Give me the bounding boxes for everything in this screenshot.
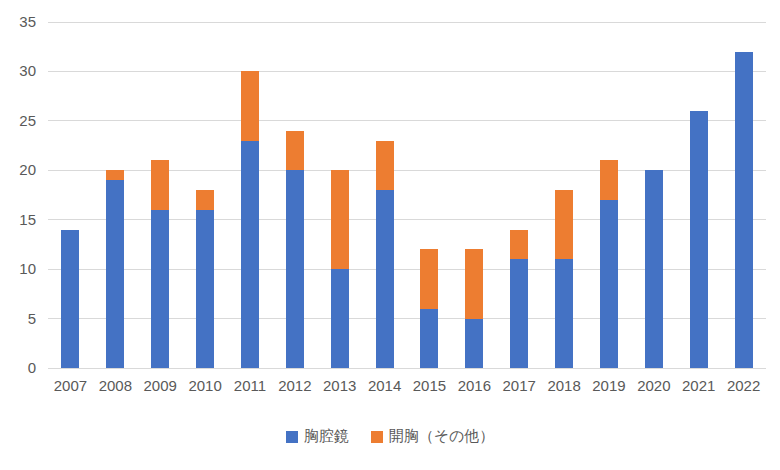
- bar-2017-thoracoscope: [510, 259, 528, 368]
- bar-2016-open-chest: [465, 249, 483, 318]
- bar-2020-thoracoscope: [645, 170, 663, 368]
- y-axis-tick-20: 20: [8, 162, 36, 178]
- x-axis-tick-2010: 2010: [183, 377, 228, 395]
- x-axis-tick-2012: 2012: [272, 377, 317, 395]
- x-axis-tick-2013: 2013: [317, 377, 362, 395]
- bar-2016-thoracoscope: [465, 319, 483, 368]
- y-axis-tick-30: 30: [8, 63, 36, 79]
- x-axis-tick-2008: 2008: [93, 377, 138, 395]
- bar-2015-thoracoscope: [420, 309, 438, 368]
- gridline-y35: [48, 22, 766, 23]
- x-axis-tick-2018: 2018: [542, 377, 587, 395]
- x-axis-tick-2011: 2011: [228, 377, 273, 395]
- x-axis-tick-2009: 2009: [138, 377, 183, 395]
- bar-2012-thoracoscope: [286, 170, 304, 368]
- y-axis-tick-25: 25: [8, 113, 36, 129]
- bar-2008-thoracoscope: [106, 180, 124, 368]
- bar-2009-thoracoscope: [151, 210, 169, 368]
- bar-2010-thoracoscope: [196, 210, 214, 368]
- x-axis-tick-2016: 2016: [452, 377, 497, 395]
- bar-2013-thoracoscope: [331, 269, 349, 368]
- legend-label-open-chest: 開胸（その他）: [389, 427, 495, 446]
- x-axis-tick-2021: 2021: [676, 377, 721, 395]
- x-axis-tick-2017: 2017: [497, 377, 542, 395]
- legend: 胸腔鏡 開胸（その他）: [0, 427, 780, 446]
- bar-2019-thoracoscope: [600, 200, 618, 368]
- bar-2015-open-chest: [420, 249, 438, 308]
- x-axis-tick-2014: 2014: [362, 377, 407, 395]
- legend-item-thoracoscope: 胸腔鏡: [286, 427, 349, 446]
- y-axis-tick-0: 0: [8, 360, 36, 376]
- bar-2018-thoracoscope: [555, 259, 573, 368]
- y-axis-tick-5: 5: [8, 311, 36, 327]
- x-axis-tick-2020: 2020: [631, 377, 676, 395]
- x-axis-tick-2019: 2019: [587, 377, 632, 395]
- y-axis-tick-35: 35: [8, 14, 36, 30]
- x-axis-tick-2007: 2007: [48, 377, 93, 395]
- bar-2022-thoracoscope: [735, 52, 753, 368]
- y-axis-tick-15: 15: [8, 212, 36, 228]
- bar-2011-open-chest: [241, 71, 259, 140]
- legend-swatch-blue-icon: [286, 431, 298, 443]
- bar-2017-open-chest: [510, 230, 528, 260]
- bar-2021-thoracoscope: [690, 111, 708, 368]
- bar-2014-open-chest: [376, 141, 394, 190]
- legend-item-open-chest: 開胸（その他）: [371, 427, 495, 446]
- x-axis-tick-2015: 2015: [407, 377, 452, 395]
- chart: 0510152025303520072008200920102011201220…: [0, 0, 780, 470]
- y-axis-tick-10: 10: [8, 261, 36, 277]
- bar-2010-open-chest: [196, 190, 214, 210]
- x-axis-tick-2022: 2022: [721, 377, 766, 395]
- bar-2014-thoracoscope: [376, 190, 394, 368]
- bar-2012-open-chest: [286, 131, 304, 171]
- bar-2007-thoracoscope: [61, 230, 79, 368]
- bar-2008-open-chest: [106, 170, 124, 180]
- bar-2009-open-chest: [151, 160, 169, 209]
- gridline-y30: [48, 71, 766, 72]
- gridline-y25: [48, 120, 766, 121]
- bar-2011-thoracoscope: [241, 141, 259, 368]
- plot-area: 0510152025303520072008200920102011201220…: [0, 0, 780, 470]
- bar-2019-open-chest: [600, 160, 618, 200]
- bar-2018-open-chest: [555, 190, 573, 259]
- legend-label-thoracoscope: 胸腔鏡: [304, 427, 349, 446]
- legend-swatch-orange-icon: [371, 431, 383, 443]
- bar-2013-open-chest: [331, 170, 349, 269]
